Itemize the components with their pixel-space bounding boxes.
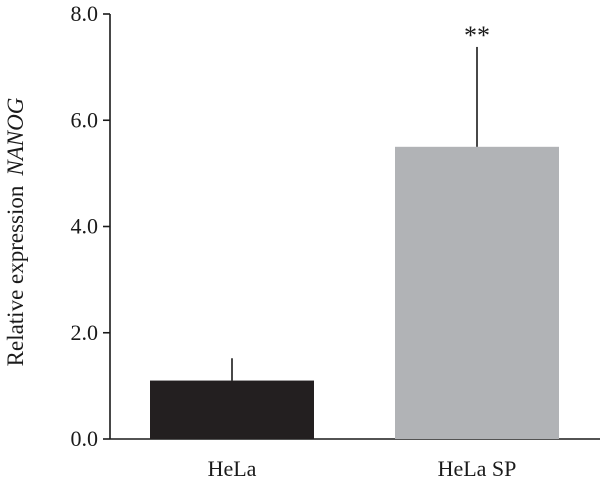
x-category-label: HeLa SP [438,456,517,481]
y-tick-label: 4.0 [71,214,99,239]
significance-label: ** [464,21,490,50]
y-axis-label: Relative expression NANOG [3,97,28,366]
bar-hela-sp [395,146,559,439]
y-axis-label-text: Relative expression [3,185,28,366]
x-category-label: HeLa [208,456,257,481]
y-axis-label-gene: NANOG [3,97,28,176]
bar-hela [150,380,314,439]
y-tick-label: 6.0 [71,107,99,132]
y-tick-label: 2.0 [71,320,99,345]
y-tick-label: 8.0 [71,1,99,26]
labels: 0.0 2.0 4.0 6.0 8.0 HeLa HeLa SP ** [71,1,517,481]
bars [150,146,559,439]
y-tick-label: 0.0 [71,426,99,451]
error-bars [231,46,478,381]
